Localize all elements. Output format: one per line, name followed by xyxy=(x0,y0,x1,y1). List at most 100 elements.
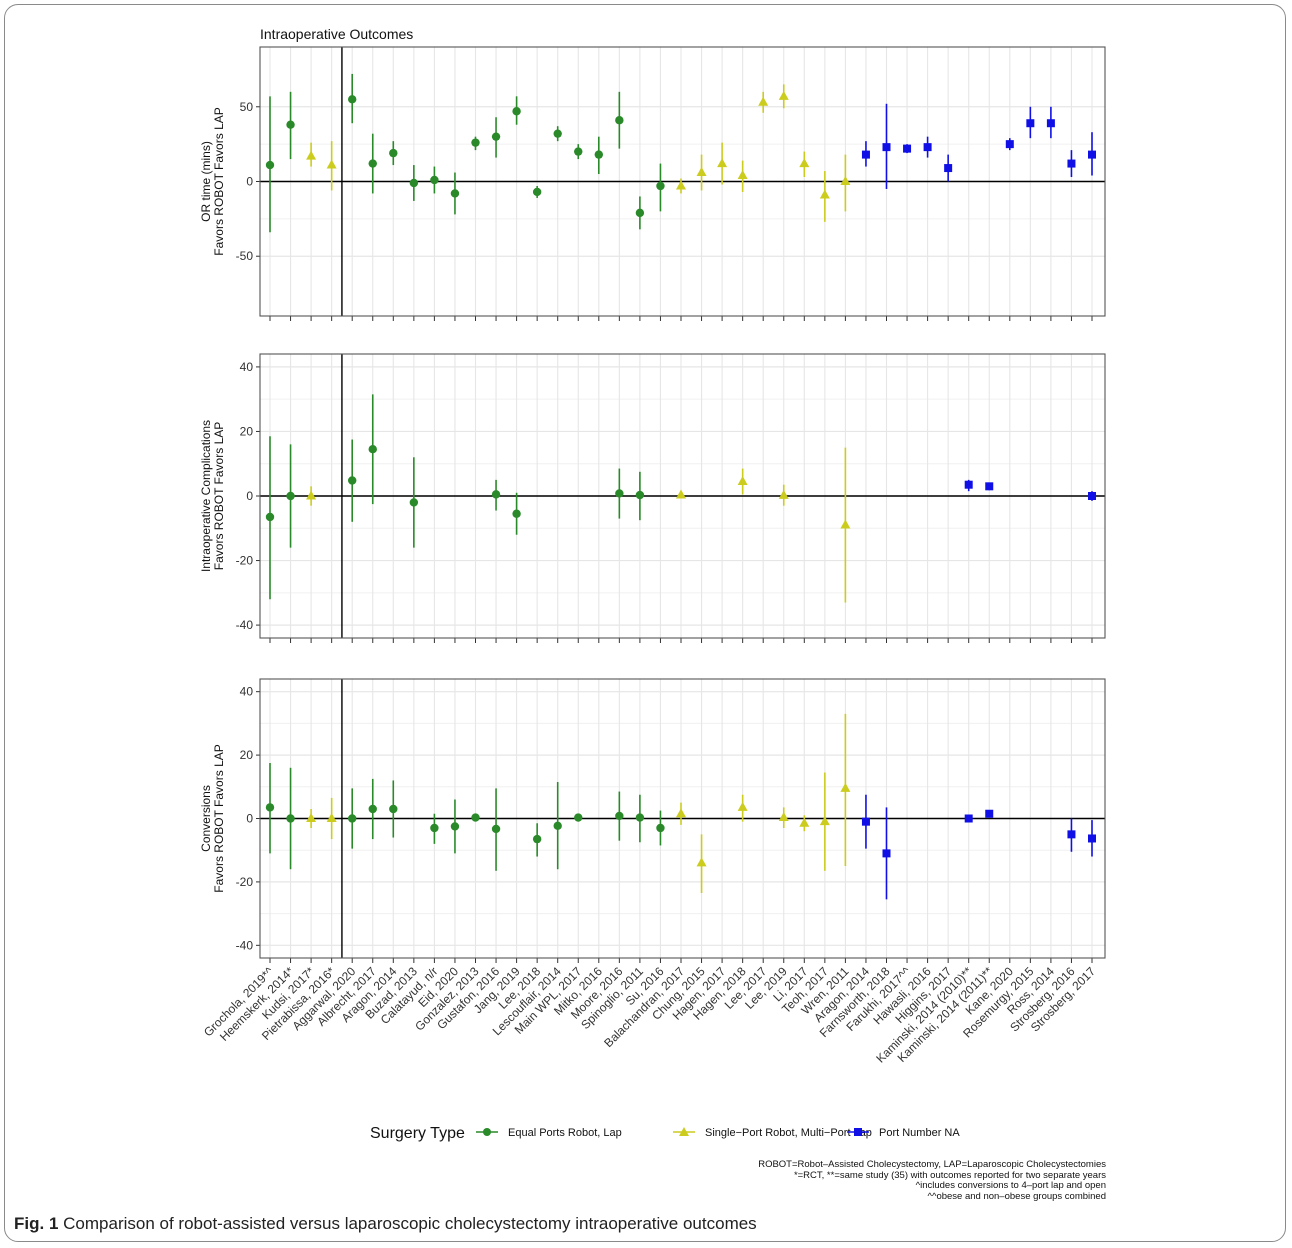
point-marker xyxy=(450,822,460,831)
point-marker xyxy=(615,811,624,821)
legend-marker xyxy=(483,1128,491,1136)
note-line: ^^obese and non–obese groups combined xyxy=(927,1190,1106,1202)
point-marker xyxy=(389,148,398,158)
point-marker xyxy=(737,170,748,180)
forest-plot: Intraoperative Outcomes -50 0 50 OR time (mi… xyxy=(199,26,1106,1142)
point-marker xyxy=(491,132,501,141)
legend-label: Equal Ports Robot, Lap xyxy=(508,1127,622,1139)
point-marker xyxy=(574,147,583,156)
caption-label: Fig. 1 xyxy=(14,1214,59,1233)
point-marker xyxy=(553,821,562,830)
legend-label: Single−Port Robot, Multi−Port Lap xyxy=(705,1127,872,1139)
point-marker xyxy=(594,150,603,159)
legend: Surgery Type Equal Ports Robot, Lap Single… xyxy=(370,1125,960,1142)
y-tick-label: 20 xyxy=(240,748,254,762)
point-marker xyxy=(1046,119,1055,128)
point-marker xyxy=(368,804,377,814)
y-axis-sublabel: Favors ROBOT Favors LAP xyxy=(212,107,226,255)
y-axis-label: OR time (mins) xyxy=(199,141,213,222)
panel-1: -50 0 50 OR time (mins) Favors ROBOT Favors … xyxy=(199,46,1106,321)
point-marker xyxy=(306,813,317,822)
y-tick-label: 0 xyxy=(246,175,253,189)
point-marker xyxy=(1005,140,1014,149)
figure-frame xyxy=(4,4,1286,1242)
point-marker xyxy=(758,96,769,106)
point-marker xyxy=(964,814,973,823)
point-marker xyxy=(696,857,707,867)
point-marker xyxy=(696,167,707,177)
point-marker xyxy=(861,150,870,159)
point-marker xyxy=(532,834,542,844)
point-marker xyxy=(635,813,645,822)
point-marker xyxy=(840,176,851,185)
point-marker xyxy=(265,803,275,812)
point-marker xyxy=(840,782,851,792)
point-marker xyxy=(348,814,357,823)
point-marker xyxy=(737,801,748,811)
point-marker xyxy=(491,824,501,834)
caption-text: Comparison of robot-assisted versus lapa… xyxy=(63,1214,757,1233)
point-marker xyxy=(286,120,295,129)
point-marker xyxy=(676,489,686,499)
point-marker xyxy=(286,814,295,823)
point-marker xyxy=(348,95,357,104)
point-marker xyxy=(717,158,728,168)
point-marker xyxy=(799,158,810,168)
panel-2: -40 -20 0 20 40 Intraoperative Complications F… xyxy=(199,353,1106,643)
point-marker xyxy=(553,129,562,138)
point-marker xyxy=(265,160,275,170)
panel-border xyxy=(259,353,1106,639)
point-marker xyxy=(306,490,317,500)
point-marker xyxy=(635,490,645,500)
point-marker xyxy=(1088,492,1096,500)
point-marker xyxy=(574,813,583,822)
y-axis-label: Intraoperative Complications xyxy=(199,420,213,572)
legend-item: Equal Ports Robot, Lap xyxy=(476,1127,622,1139)
point-marker xyxy=(306,150,317,160)
point-marker xyxy=(882,849,891,858)
point-marker xyxy=(532,187,542,197)
point-marker xyxy=(471,813,480,822)
point-marker xyxy=(326,813,337,822)
y-tick-label: -50 xyxy=(236,249,254,263)
point-marker xyxy=(819,816,830,826)
point-marker xyxy=(635,208,645,218)
point-marker xyxy=(1088,834,1096,843)
note-line: *=RCT, **=same study (35) with outcomes … xyxy=(793,1169,1106,1181)
point-marker xyxy=(430,175,439,185)
legend-title: Surgery Type xyxy=(370,1125,465,1142)
point-marker xyxy=(737,475,748,485)
point-marker xyxy=(778,90,789,100)
point-marker xyxy=(389,804,398,814)
point-marker xyxy=(799,817,810,827)
point-marker xyxy=(430,823,439,833)
point-marker xyxy=(861,817,870,826)
point-marker xyxy=(676,808,686,818)
y-axis-sublabel: Favors ROBOT Favors LAP xyxy=(212,422,226,570)
point-marker xyxy=(944,164,953,173)
y-tick-label: 0 xyxy=(246,812,253,826)
point-marker xyxy=(778,489,789,499)
y-tick-label: -40 xyxy=(236,938,254,952)
y-tick-label: -20 xyxy=(236,875,254,889)
point-marker xyxy=(676,180,686,190)
point-marker xyxy=(923,143,932,152)
note-line: ^includes conversions to 4–port lap and … xyxy=(915,1180,1106,1191)
y-tick-label: 0 xyxy=(246,489,253,503)
point-marker xyxy=(1026,119,1035,128)
legend-item: Port Number NA xyxy=(847,1127,960,1139)
point-marker xyxy=(326,159,337,169)
point-marker xyxy=(512,107,521,116)
y-tick-label: -20 xyxy=(236,554,254,568)
note-line: ROBOT=Robot–Assisted Cholecystectomy, LA… xyxy=(758,1159,1106,1170)
y-tick-label: -40 xyxy=(236,618,254,632)
legend-marker xyxy=(679,1127,689,1136)
chart-title: Intraoperative Outcomes xyxy=(260,26,413,42)
point-marker xyxy=(368,159,377,168)
figure-caption: Fig. 1 Comparison of robot-assisted vers… xyxy=(14,1214,757,1234)
point-marker xyxy=(409,498,419,507)
point-marker xyxy=(819,189,830,199)
point-marker xyxy=(1067,159,1076,168)
point-marker xyxy=(903,144,912,153)
point-marker xyxy=(985,482,994,491)
